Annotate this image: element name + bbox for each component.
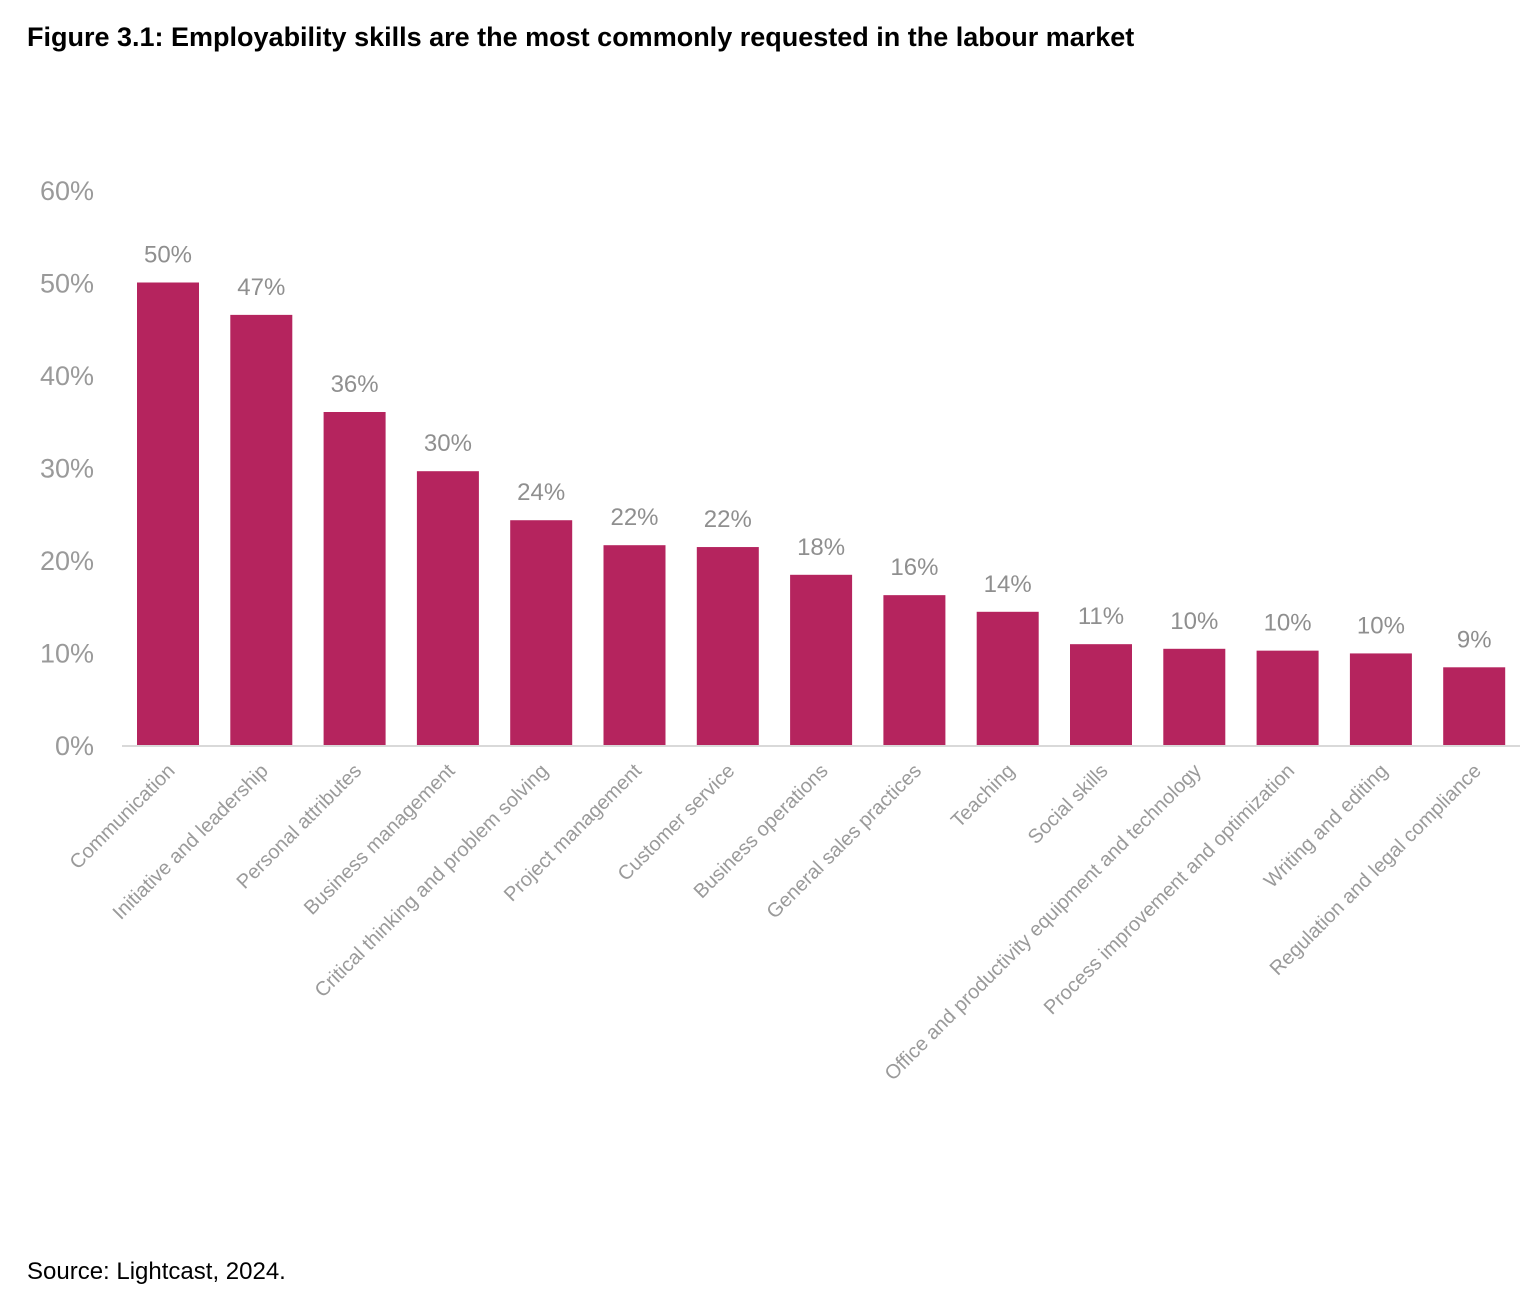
x-tick-label: Regulation and legal compliance [1266, 760, 1486, 980]
y-tick-label: 50% [40, 269, 94, 299]
data-label: 10% [1357, 612, 1405, 639]
data-label: 24% [517, 479, 565, 506]
x-tick-label: Business management [300, 760, 460, 920]
bar [790, 574, 853, 745]
data-label: 10% [1264, 610, 1312, 637]
data-label: 14% [984, 571, 1032, 598]
bar [696, 547, 759, 745]
x-tick-label: General sales practices [763, 760, 926, 923]
y-tick-label: 40% [40, 361, 94, 391]
bar [416, 471, 479, 745]
bar [137, 282, 199, 745]
data-label: 22% [704, 506, 752, 533]
bar [323, 412, 386, 745]
y-tick-label: 30% [40, 454, 94, 484]
y-tick-label: 0% [55, 731, 94, 761]
figure-title: Figure 3.1: Employability skills are the… [27, 22, 1135, 52]
data-label: 50% [144, 242, 192, 269]
y-tick-label: 10% [40, 639, 94, 669]
x-tick-label: Initiative and leadership [109, 760, 273, 924]
data-label: 11% [1078, 603, 1124, 630]
data-label: 16% [890, 554, 938, 581]
bar [510, 520, 573, 745]
data-label: 18% [797, 534, 845, 561]
y-tick-label: 20% [40, 546, 94, 576]
bar [1349, 653, 1412, 745]
data-label: 10% [1170, 608, 1218, 635]
bar [603, 545, 666, 745]
bar [1163, 648, 1226, 745]
bar [1070, 644, 1132, 745]
bar [976, 611, 1039, 745]
bar [1443, 667, 1506, 745]
x-tick-label: Office and productivity equipment and te… [881, 760, 1206, 1085]
source-note: Source: Lightcast, 2024. [27, 1258, 286, 1285]
x-tick-label: Social skills [1024, 760, 1113, 849]
bar [1256, 650, 1319, 745]
data-label: 9% [1457, 626, 1492, 653]
y-tick-label: 60% [40, 176, 94, 206]
data-label: 22% [610, 504, 658, 531]
data-label: 30% [424, 430, 472, 457]
x-tick-label: Teaching [947, 760, 1019, 832]
bar [230, 314, 293, 745]
bar [883, 595, 946, 745]
data-label: 47% [237, 274, 285, 301]
data-label: 36% [331, 371, 379, 398]
